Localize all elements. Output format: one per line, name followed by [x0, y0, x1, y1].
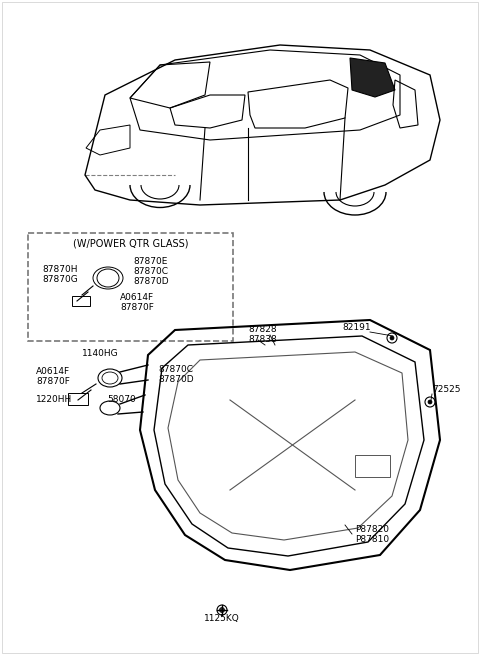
- Bar: [72, 296, 90, 306]
- Circle shape: [428, 400, 432, 404]
- Text: 87870E: 87870E: [133, 257, 168, 267]
- FancyBboxPatch shape: [28, 233, 233, 341]
- Text: 87870C: 87870C: [133, 267, 168, 276]
- Text: 87870G: 87870G: [42, 276, 78, 284]
- Text: 87870H: 87870H: [42, 265, 77, 274]
- Text: 87870D: 87870D: [133, 278, 168, 286]
- Text: A0614F: A0614F: [36, 367, 70, 377]
- Text: 87870F: 87870F: [36, 377, 70, 386]
- Bar: [68, 393, 88, 405]
- Circle shape: [219, 607, 225, 612]
- Text: 1140HG: 1140HG: [82, 348, 119, 358]
- Circle shape: [390, 336, 394, 340]
- Text: P87820: P87820: [355, 525, 389, 534]
- Text: 72525: 72525: [432, 386, 460, 394]
- Text: 87870D: 87870D: [158, 375, 193, 384]
- Text: P87810: P87810: [355, 536, 389, 544]
- Text: 87838: 87838: [248, 335, 277, 345]
- Text: 87828: 87828: [248, 326, 276, 335]
- Text: A0614F: A0614F: [120, 293, 154, 301]
- Polygon shape: [350, 58, 395, 97]
- Text: 87870F: 87870F: [120, 303, 154, 312]
- Text: 1125KQ: 1125KQ: [204, 614, 240, 622]
- Text: 1220HH: 1220HH: [36, 396, 72, 405]
- Text: 58070: 58070: [107, 396, 136, 405]
- Text: 82191: 82191: [342, 324, 371, 333]
- Bar: [355, 455, 390, 477]
- Text: (W/POWER QTR GLASS): (W/POWER QTR GLASS): [73, 239, 188, 249]
- Text: 87870C: 87870C: [158, 365, 193, 375]
